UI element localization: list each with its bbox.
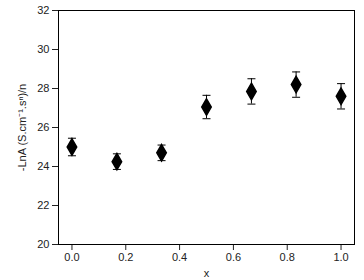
svg-text:1.0: 1.0 [333, 251, 348, 263]
svg-text:-LnA (S.cm⁻¹.sⁿ)/n: -LnA (S.cm⁻¹.sⁿ)/n [16, 84, 28, 171]
svg-text:28: 28 [37, 82, 49, 94]
svg-text:30: 30 [37, 43, 49, 55]
svg-text:26: 26 [37, 121, 49, 133]
svg-text:32: 32 [37, 4, 49, 16]
svg-text:0.4: 0.4 [172, 251, 187, 263]
svg-text:0.8: 0.8 [280, 251, 295, 263]
svg-text:24: 24 [37, 160, 49, 172]
svg-text:0.2: 0.2 [118, 251, 133, 263]
svg-text:22: 22 [37, 199, 49, 211]
svg-text:x: x [204, 267, 210, 279]
svg-text:0.6: 0.6 [226, 251, 241, 263]
svg-text:20: 20 [37, 238, 49, 250]
svg-text:0.0: 0.0 [64, 251, 79, 263]
